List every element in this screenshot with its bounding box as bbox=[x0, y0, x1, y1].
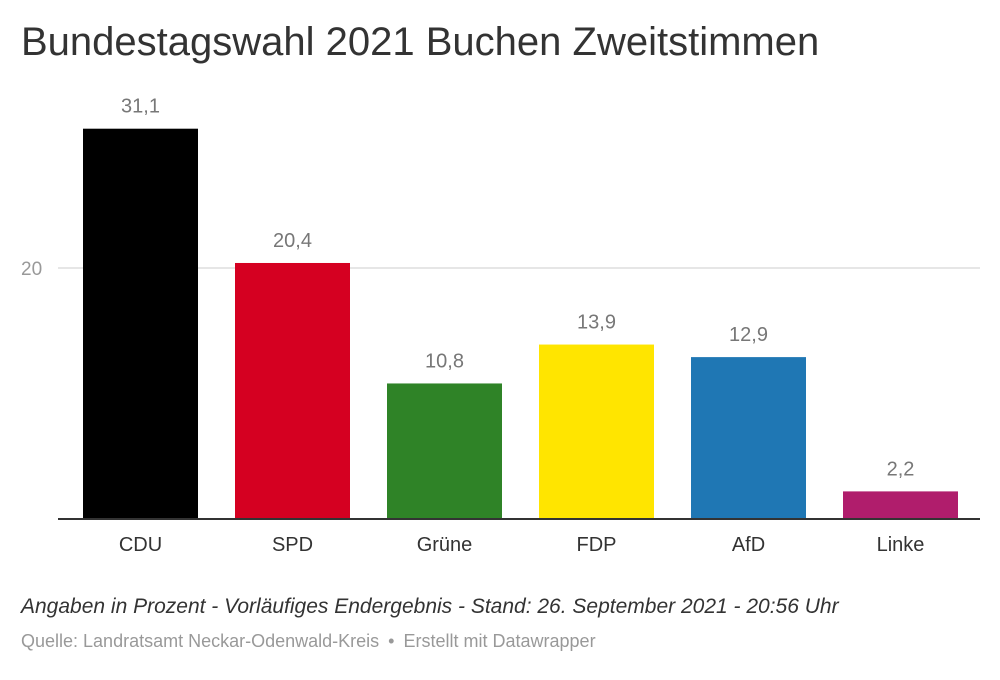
chart-source: Quelle: Landratsamt Neckar-Odenwald-Krei… bbox=[21, 631, 596, 652]
bar-cdu bbox=[83, 128, 198, 519]
y-tick-label: 20 bbox=[21, 259, 42, 280]
category-label: Grüne bbox=[417, 534, 473, 556]
value-label: 31,1 bbox=[121, 96, 160, 118]
bar-layer bbox=[83, 128, 958, 519]
category-label: FDP bbox=[577, 534, 617, 556]
value-label: 12,9 bbox=[729, 324, 768, 346]
category-label: SPD bbox=[272, 534, 313, 556]
bar-chart: 20 31,1 CDU 20,4 SPD 10,8 Grüne 13,9 FDP 12,9 AfD… bbox=[21, 96, 980, 556]
value-label: 2,2 bbox=[887, 458, 915, 480]
category-label: AfD bbox=[732, 534, 765, 556]
bar-linke bbox=[843, 491, 958, 519]
category-label: Linke bbox=[877, 534, 925, 556]
value-label: 20,4 bbox=[273, 230, 312, 252]
bar-afd bbox=[691, 357, 806, 519]
label-layer: 31,1 CDU 20,4 SPD 10,8 Grüne 13,9 FDP 12,9 AfD 2,2… bbox=[119, 96, 925, 556]
source-separator: • bbox=[388, 631, 395, 651]
chart-notes: Angaben in Prozent - Vorläufiges Enderge… bbox=[21, 595, 839, 618]
category-label: CDU bbox=[119, 534, 162, 556]
bar-fdp bbox=[539, 344, 654, 519]
bar-spd bbox=[235, 262, 350, 519]
value-label: 13,9 bbox=[577, 312, 616, 334]
chart-title: Bundestagswahl 2021 Buchen Zweitstimmen bbox=[21, 20, 820, 64]
source-label: Quelle: Landratsamt Neckar-Odenwald-Krei… bbox=[21, 631, 380, 651]
value-label: 10,8 bbox=[425, 350, 464, 372]
bar-grüne bbox=[387, 383, 502, 519]
datawrapper-credit: Erstellt mit Datawrapper bbox=[403, 631, 596, 651]
grid-layer: 20 bbox=[21, 259, 980, 280]
